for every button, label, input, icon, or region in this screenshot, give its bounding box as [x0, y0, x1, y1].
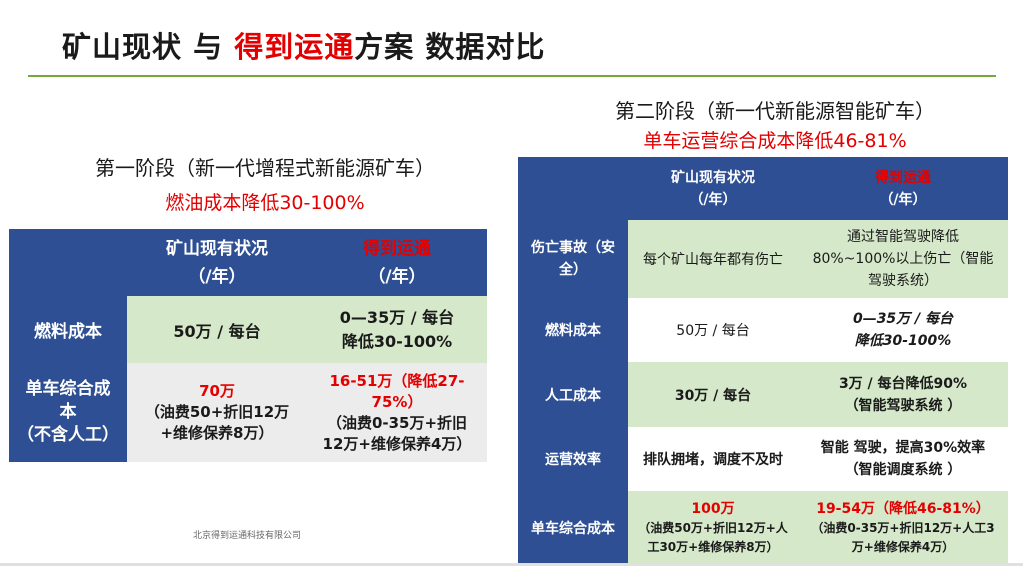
- title-part1: 矿山现状 与: [62, 30, 235, 64]
- stage2-heading: 第二阶段（新一代新能源智能矿车）: [615, 99, 935, 123]
- company-footer: 北京得到运通科技有限公司: [193, 531, 302, 541]
- stage2-header-proposed: 得到运通 （/年）: [798, 157, 1008, 220]
- stage1-total-label: 单车综合成 本 （不含人工）: [9, 363, 127, 462]
- stage2-header-blank: [518, 157, 628, 220]
- stage1-fuel-current: 50万 / 每台: [127, 296, 307, 363]
- stage2-efficiency-current: 排队拥堵，调度不及时: [628, 427, 798, 491]
- stage1-table: 矿山现有状况 （/年） 得到运通 （/年） 燃料成本 50万 / 每台 0—35…: [9, 229, 487, 462]
- stage1-row-fuel: 燃料成本 50万 / 每台 0—35万 / 每台 降低30-100%: [9, 296, 487, 363]
- stage2-row-fuel: 燃料成本 50万 / 每台 0—35万 / 每台 降低30-100%: [518, 298, 1008, 362]
- slide-title: 矿山现状 与 得到运通方案 数据对比: [62, 24, 545, 66]
- title-brand: 得到运通: [234, 30, 355, 64]
- stage1-fuel-proposed: 0—35万 / 每台 降低30-100%: [307, 296, 487, 363]
- stage1-subtitle: 燃油成本降低30-100%: [165, 192, 365, 214]
- stage1-heading: 第一阶段（新一代增程式新能源矿车）: [95, 156, 435, 180]
- bottom-divider: [0, 563, 1023, 566]
- stage1-total-proposed: 16-51万（降低27-75%） （油费0-35万+折旧12万+维修保养4万）: [307, 363, 487, 462]
- stage2-total-proposed: 19-54万（降低46-81%） （油费0-35万+折旧12万+人工3万+维修保…: [798, 491, 1008, 565]
- stage2-subtitle: 单车运营综合成本降低46-81%: [643, 130, 907, 152]
- stage1-header-current: 矿山现有状况 （/年）: [127, 229, 307, 296]
- stage2-total-label: 单车综合成本: [518, 491, 628, 565]
- stage2-safety-proposed: 通过智能驾驶降低80%~100%以上伤亡（智能驾驶系统）: [798, 220, 1008, 298]
- stage1-row-label: 燃料成本: [9, 296, 127, 363]
- stage2-labor-label: 人工成本: [518, 362, 628, 427]
- stage2-row-total: 单车综合成本 100万 （油费50万+折旧12万+人工30万+维修保养8万） 1…: [518, 491, 1008, 565]
- stage1-header-blank: [9, 229, 127, 296]
- stage2-header-current: 矿山现有状况 （/年）: [628, 157, 798, 220]
- stage1-header-row: 矿山现有状况 （/年） 得到运通 （/年）: [9, 229, 487, 296]
- stage2-efficiency-proposed: 智能 驾驶，提高30%效率 （智能调度系统 ）: [798, 427, 1008, 491]
- stage2-row-safety: 伤亡事故（安全） 每个矿山每年都有伤亡 通过智能驾驶降低80%~100%以上伤亡…: [518, 220, 1008, 298]
- stage2-fuel-label: 燃料成本: [518, 298, 628, 362]
- stage2-labor-current: 30万 / 每台: [628, 362, 798, 427]
- stage2-row-labor: 人工成本 30万 / 每台 3万 / 每台降低90% （智能驾驶系统 ）: [518, 362, 1008, 427]
- stage2-efficiency-label: 运营效率: [518, 427, 628, 491]
- stage1-row-total: 单车综合成 本 （不含人工） 70万 （油费50+折旧12万+维修保养8万） 1…: [9, 363, 487, 462]
- stage2-safety-current: 每个矿山每年都有伤亡: [628, 220, 798, 298]
- stage2-fuel-proposed: 0—35万 / 每台 降低30-100%: [798, 298, 1008, 362]
- stage1-total-current: 70万 （油费50+折旧12万+维修保养8万）: [127, 363, 307, 462]
- title-part2: 方案 数据对比: [354, 30, 546, 64]
- stage2-row-efficiency: 运营效率 排队拥堵，调度不及时 智能 驾驶，提高30%效率 （智能调度系统 ）: [518, 427, 1008, 491]
- stage2-header-row: 矿山现有状况 （/年） 得到运通 （/年）: [518, 157, 1008, 220]
- stage1-header-proposed: 得到运通 （/年）: [307, 229, 487, 296]
- stage2-labor-proposed: 3万 / 每台降低90% （智能驾驶系统 ）: [798, 362, 1008, 427]
- title-divider: [28, 75, 996, 77]
- stage2-safety-label: 伤亡事故（安全）: [518, 220, 628, 298]
- stage2-table: 矿山现有状况 （/年） 得到运通 （/年） 伤亡事故（安全） 每个矿山每年都有伤…: [518, 157, 1008, 565]
- stage2-total-current: 100万 （油费50万+折旧12万+人工30万+维修保养8万）: [628, 491, 798, 565]
- stage2-fuel-current: 50万 / 每台: [628, 298, 798, 362]
